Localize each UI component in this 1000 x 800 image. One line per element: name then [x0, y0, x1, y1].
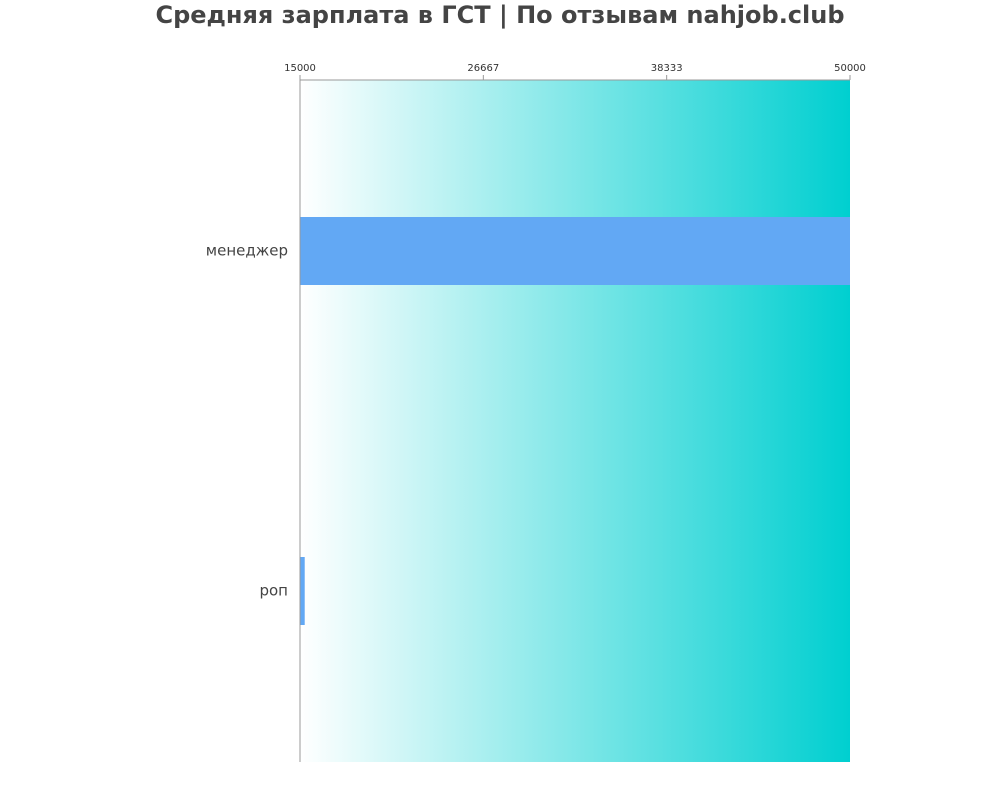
x-tick-label: 50000	[834, 63, 866, 74]
x-tick-label: 26667	[467, 63, 499, 74]
bars-layer	[300, 217, 850, 625]
category-labels: менеджер роп	[206, 242, 288, 600]
chart-title: Средняя зарплата в ГСТ | По отзывам nahj…	[155, 1, 845, 29]
x-tick-label: 15000	[284, 63, 316, 74]
bar-1	[300, 557, 305, 625]
plot-background	[300, 80, 850, 762]
category-label: менеджер	[206, 242, 288, 260]
x-ticks: 15000 26667 38333 50000	[284, 63, 866, 80]
category-label: роп	[259, 582, 288, 600]
bar-0	[300, 217, 850, 285]
x-tick-label: 38333	[651, 63, 683, 74]
